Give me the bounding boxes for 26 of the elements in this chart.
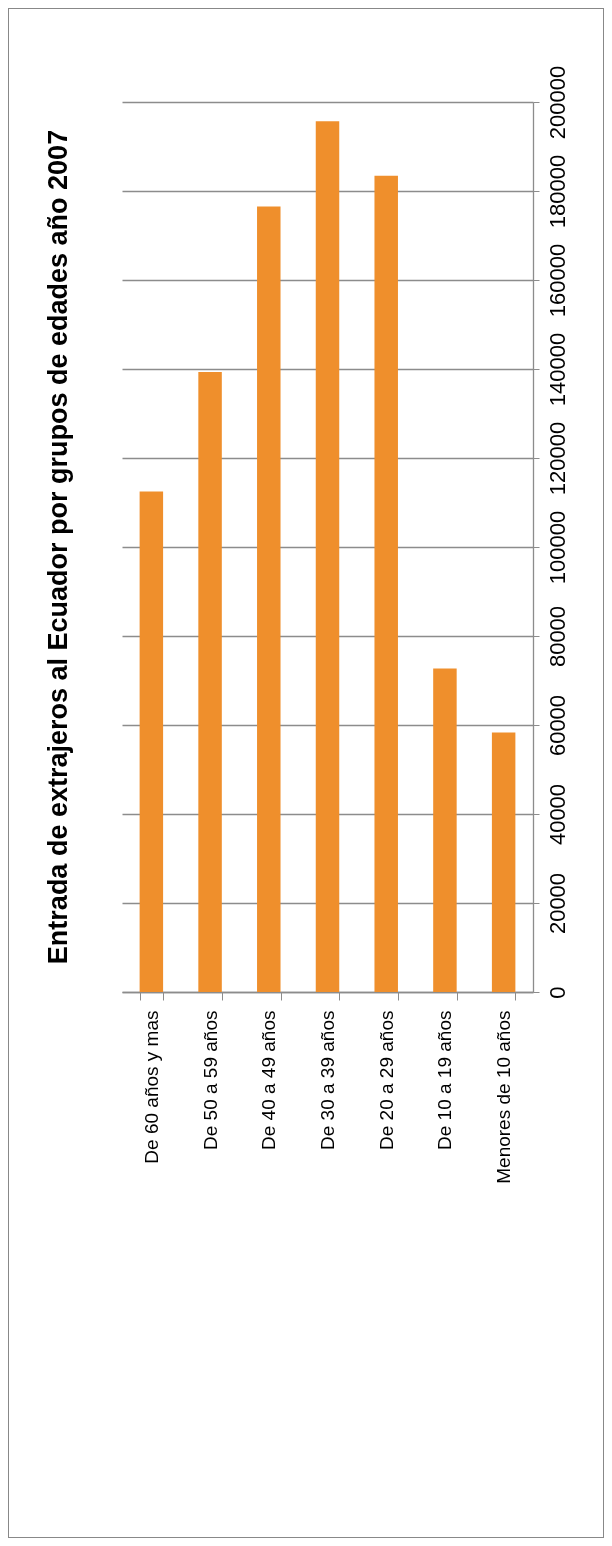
- x-tick-label: De 60 años y mas: [140, 1010, 162, 1164]
- y-tick-label: 80000: [544, 605, 570, 668]
- y-tick-label: 100000: [544, 510, 570, 585]
- text: Entrada de extrajeros al Ecuador por grupos de edades año 2007: [43, 129, 73, 965]
- bar: [315, 121, 340, 992]
- bar: [198, 372, 222, 992]
- x-tick-label: De 20 a 29 años: [375, 1010, 397, 1150]
- y-tick-label: 40000: [544, 783, 570, 846]
- y-tick-label: 160000: [544, 243, 570, 318]
- y-tick-label: 200000: [544, 65, 570, 140]
- x-tick-label: De 30 a 39 años: [317, 1010, 338, 1150]
- bar: [491, 732, 516, 992]
- bar: [374, 175, 398, 992]
- x-tick-label: Menores de 10 años: [493, 1010, 515, 1184]
- x-tick-label: De 10 a 19 años: [434, 1010, 456, 1150]
- y-tick-label: 0: [544, 986, 570, 999]
- y-tick-label: 140000: [544, 332, 570, 407]
- y-tick-label: 120000: [544, 421, 570, 496]
- y-tick-label: 180000: [544, 154, 570, 229]
- bar: [433, 668, 457, 992]
- x-tick-label: De 40 a 49 años: [258, 1010, 280, 1150]
- y-tick-label: 20000: [544, 872, 570, 935]
- y-tick-label: 60000: [544, 694, 570, 757]
- bar: [257, 206, 281, 992]
- bar: [139, 491, 164, 992]
- x-tick-label: De 50 a 59 años: [199, 1010, 221, 1150]
